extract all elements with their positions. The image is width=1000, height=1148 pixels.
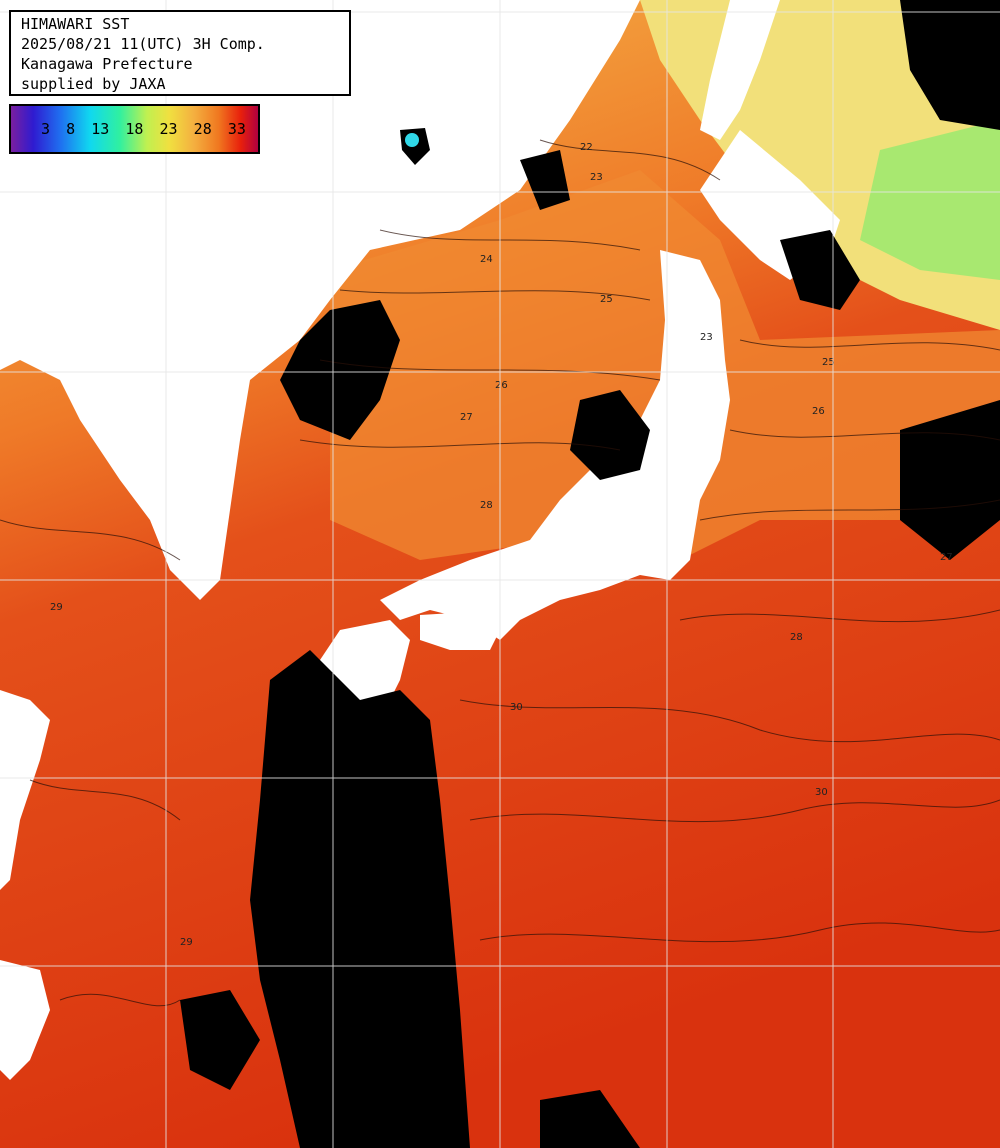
- cloud-west-ocean: [180, 990, 260, 1090]
- contour-label-30a: 30: [510, 702, 523, 713]
- map-title: HIMAWARI SST: [21, 15, 130, 33]
- cloud-hokkaido-west: [780, 230, 860, 310]
- contour-label-27b: 27: [940, 552, 953, 563]
- contour-label-29b: 29: [180, 937, 193, 948]
- contour-label-22: 22: [580, 142, 593, 153]
- cloud-northeast: [900, 0, 1000, 130]
- cloud-pacific-east: [900, 400, 1000, 560]
- island-cyan-marker: [405, 133, 419, 147]
- contour-label-28b: 28: [790, 632, 803, 643]
- colorbar-ticks: 3 8 13 18 23 28 33: [11, 120, 258, 138]
- cloud-band-south: [250, 650, 470, 1148]
- land-taiwan-area[interactable]: [0, 960, 50, 1080]
- contour-labels: 22 23 24 25 26 27 28 29 30 30 29 28 27 2…: [50, 142, 953, 948]
- contour-label-26: 26: [495, 380, 508, 391]
- contour-label-23b: 23: [700, 332, 713, 343]
- colorbar-tick: 33: [227, 120, 246, 138]
- contour-label-25: 25: [600, 294, 613, 305]
- land-honshu[interactable]: [380, 250, 730, 640]
- isotherm-lines: [0, 139, 1000, 1007]
- contour-label-27: 27: [460, 412, 473, 423]
- cloud-honshu-north: [570, 390, 650, 480]
- map-info-box: HIMAWARI SST 2025/08/21 11(UTC) 3H Comp.…: [9, 10, 351, 96]
- land-china-coast[interactable]: [0, 690, 50, 890]
- cloud-korea-east: [280, 300, 400, 440]
- temperature-colorbar: 3 8 13 18 23 28 33: [9, 104, 260, 154]
- map-region: Kanagawa Prefecture: [21, 55, 193, 73]
- colorbar-tick: 28: [193, 120, 212, 138]
- contour-label-25b: 25: [822, 357, 835, 368]
- colorbar-tick: 3: [41, 120, 51, 138]
- colorbar-tick: 8: [66, 120, 76, 138]
- colorbar-tick: 18: [125, 120, 144, 138]
- cloud-sea-japan-north: [520, 150, 570, 210]
- land-hokkaido[interactable]: [700, 0, 780, 140]
- cloud-pacific-south: [540, 1090, 640, 1148]
- colorbar-tick: 13: [91, 120, 110, 138]
- contour-label-23: 23: [590, 172, 603, 183]
- contour-label-30b: 30: [815, 787, 828, 798]
- contour-label-24: 24: [480, 254, 493, 265]
- contour-label-29: 29: [50, 602, 63, 613]
- contour-label-28: 28: [480, 500, 493, 511]
- colorbar-tick: 23: [159, 120, 178, 138]
- contour-label-26b: 26: [812, 406, 825, 417]
- land-shikoku[interactable]: [420, 612, 500, 650]
- map-credit: supplied by JAXA: [21, 75, 166, 93]
- map-timestamp: 2025/08/21 11(UTC) 3H Comp.: [21, 35, 265, 53]
- cold-water-patch: [860, 120, 1000, 280]
